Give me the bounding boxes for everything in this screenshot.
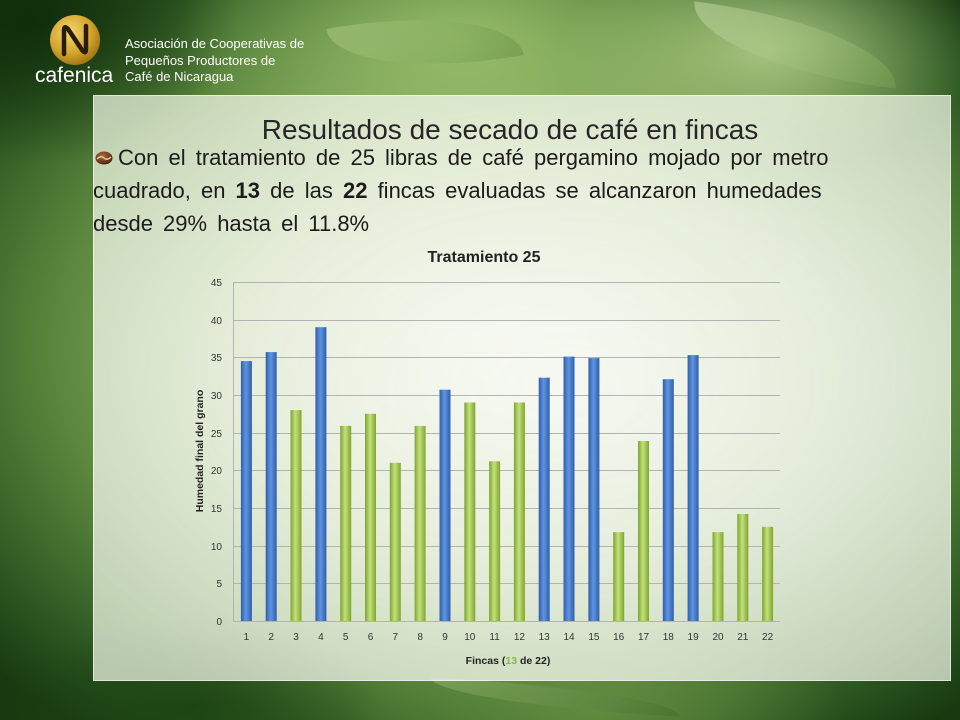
background-leaf — [687, 1, 903, 89]
x-tick-label: 13 — [539, 632, 551, 643]
x-tick-label: 6 — [368, 632, 374, 643]
bar-finca-22 — [762, 526, 774, 621]
y-axis-label: Humedad final del grano — [194, 390, 206, 513]
bar-finca-5 — [340, 425, 352, 621]
x-tick-label: 9 — [442, 632, 448, 643]
x-axis-label-text: Fincas ( — [466, 655, 506, 667]
bar-finca-7 — [389, 462, 401, 621]
bars — [240, 327, 774, 621]
bullet-text-bold: 13 — [235, 178, 261, 203]
bar-finca-4 — [315, 327, 327, 621]
logo-wordmark: cafenica — [35, 64, 114, 87]
bar-finca-2 — [265, 352, 277, 621]
x-tick-label: 20 — [712, 632, 724, 643]
bullet-text-bold: 22 — [342, 178, 368, 203]
coffee-bean-icon — [95, 150, 113, 166]
cafenica-logo-icon — [50, 15, 100, 65]
bullet-text: Con el tratamiento de 25 libras de café … — [93, 145, 829, 203]
bar-finca-11 — [489, 461, 501, 621]
bar-finca-16 — [613, 532, 625, 621]
x-tick-label: 4 — [318, 632, 324, 643]
y-tick-label: 20 — [211, 466, 223, 477]
x-tick-label: 2 — [268, 632, 274, 643]
slide-title: Resultados de secado de café en fincas — [261, 114, 759, 145]
x-tick-label: 18 — [663, 632, 675, 643]
bar-finca-9 — [439, 389, 451, 621]
y-tick-label: 10 — [211, 542, 223, 553]
background-leaf — [429, 677, 681, 717]
x-tick-label: 21 — [737, 632, 749, 643]
x-tick-label: 16 — [613, 632, 625, 643]
bar-finca-14 — [563, 356, 575, 621]
x-axis-label: Fincas (13 de 22) — [466, 655, 551, 667]
org-name-line: Asociación de Cooperativas de — [125, 36, 305, 51]
x-tick-label: 11 — [489, 632, 500, 643]
bar-finca-12 — [513, 402, 525, 621]
bar-finca-8 — [414, 425, 426, 621]
organization-name: Asociación de Cooperativas de Pequeños P… — [125, 36, 335, 86]
x-axis-label-text: de 22) — [517, 655, 550, 667]
bar-finca-15 — [588, 358, 600, 621]
x-tick-label: 7 — [393, 632, 399, 643]
x-tick-label: 3 — [293, 632, 299, 643]
bar-finca-1 — [240, 361, 252, 621]
x-tick-label: 14 — [563, 632, 575, 643]
bar-finca-3 — [290, 410, 302, 621]
bullet-text: de las — [260, 178, 343, 203]
x-axis-label-highlight: 13 — [505, 655, 517, 667]
org-name-line: Pequeños Productores de — [125, 52, 276, 68]
bar-finca-6 — [365, 413, 376, 621]
y-tick-label: 15 — [211, 504, 223, 515]
bar-finca-20 — [712, 532, 724, 621]
bullet-paragraph: Con el tratamiento de 25 libras de café … — [93, 141, 858, 240]
x-tick-label: 8 — [417, 632, 423, 643]
x-tick-label: 19 — [688, 632, 700, 643]
bar-finca-10 — [464, 402, 476, 621]
bar-finca-17 — [638, 441, 649, 621]
y-tick-label: 35 — [211, 353, 223, 364]
bullet-text: fincas evaluadas se alcanzaron humedades… — [93, 178, 822, 236]
chart-title: Tratamiento 25 — [428, 249, 541, 266]
bar-finca-21 — [737, 514, 749, 621]
y-tick-label: 25 — [211, 429, 223, 440]
x-tick-label: 15 — [588, 632, 600, 643]
y-axis-ticks: 0 5 10 15 20 25 30 35 40 45 — [211, 278, 223, 628]
x-axis-ticks: 1 2 3 4 5 6 7 8 9 10 11 12 13 14 15 16 17 18 19 20 21 22 — [244, 632, 774, 643]
bar-finca-18 — [662, 379, 674, 621]
x-tick-label: 5 — [343, 632, 349, 643]
org-name-line: Café de Nicaragua — [125, 69, 234, 84]
y-tick-label: 40 — [211, 316, 223, 327]
x-tick-label: 10 — [464, 632, 476, 643]
x-tick-label: 17 — [638, 632, 650, 643]
y-tick-label: 30 — [211, 391, 223, 402]
y-tick-label: 45 — [211, 278, 223, 289]
x-tick-label: 1 — [244, 632, 250, 643]
background-leaf — [326, 0, 524, 89]
x-tick-label: 12 — [514, 632, 526, 643]
bar-finca-19 — [687, 355, 699, 621]
bar-finca-13 — [538, 377, 550, 621]
y-tick-label: 5 — [216, 579, 222, 590]
x-tick-label: 22 — [762, 632, 774, 643]
y-tick-label: 0 — [216, 617, 222, 628]
